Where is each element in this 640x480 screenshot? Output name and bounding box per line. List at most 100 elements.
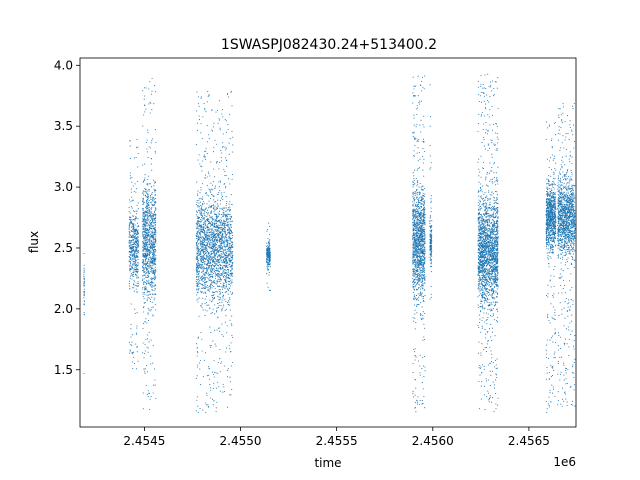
data-point (412, 268, 414, 270)
data-point (206, 277, 208, 279)
data-point (202, 275, 204, 277)
data-point (213, 237, 215, 239)
data-point (230, 261, 232, 263)
data-point (419, 278, 421, 280)
data-point (145, 188, 147, 190)
data-point (207, 229, 209, 231)
data-point (214, 250, 216, 252)
data-point (128, 231, 130, 233)
data-point (152, 314, 154, 316)
data-point (229, 298, 231, 300)
data-point (222, 270, 224, 272)
data-point (148, 392, 151, 394)
data-point (217, 256, 219, 258)
data-point (422, 262, 424, 264)
data-point (196, 194, 199, 196)
data-point (147, 229, 150, 232)
data-point (154, 237, 157, 239)
data-point (201, 264, 203, 266)
data-point (200, 305, 202, 307)
data-point (129, 158, 132, 160)
data-point (208, 229, 210, 231)
data-point (144, 241, 146, 243)
data-point (153, 189, 155, 191)
data-point (203, 209, 205, 211)
data-point (226, 261, 229, 263)
data-point (201, 160, 203, 162)
data-point (205, 264, 207, 266)
data-point (141, 269, 144, 271)
data-point (150, 283, 152, 285)
data-point (155, 255, 157, 257)
data-point (143, 368, 145, 370)
data-point (416, 401, 418, 403)
data-point (267, 259, 269, 261)
data-point (215, 270, 217, 272)
data-point (225, 235, 227, 237)
data-point (149, 285, 151, 287)
data-point (151, 225, 153, 227)
data-point (223, 295, 225, 297)
data-point (134, 258, 136, 260)
data-points (83, 73, 576, 413)
data-point (153, 285, 155, 287)
data-point (143, 302, 145, 304)
data-point (413, 222, 415, 224)
data-point (421, 286, 423, 288)
data-point (220, 224, 222, 226)
data-point (209, 190, 211, 192)
data-point (153, 211, 155, 214)
data-point (136, 210, 138, 212)
data-point (422, 192, 424, 194)
data-point (420, 315, 422, 317)
data-point (143, 223, 145, 226)
data-point (133, 157, 135, 159)
data-point (131, 221, 133, 224)
data-point (147, 215, 149, 217)
data-point (213, 270, 215, 272)
data-point (133, 257, 135, 259)
data-point (225, 315, 227, 317)
data-point (196, 264, 198, 266)
data-point (196, 259, 198, 261)
data-point (197, 251, 199, 253)
data-point (419, 273, 421, 275)
data-point (211, 252, 213, 255)
data-point (266, 230, 268, 232)
data-point (421, 306, 423, 308)
data-point (209, 290, 211, 293)
data-point (422, 199, 424, 201)
data-point (200, 213, 202, 215)
data-point (152, 272, 154, 274)
data-point (216, 161, 218, 163)
data-point (219, 181, 222, 183)
data-point (145, 273, 147, 275)
data-point (424, 274, 426, 276)
data-point (421, 222, 423, 224)
data-point (420, 257, 422, 259)
data-point (212, 243, 214, 245)
data-point (217, 381, 219, 383)
data-point (199, 267, 201, 269)
data-point (198, 282, 200, 284)
data-point (150, 198, 152, 200)
data-point (218, 330, 220, 332)
data-point (147, 209, 149, 211)
data-point (144, 237, 146, 239)
data-point (206, 101, 208, 103)
data-point (224, 231, 226, 233)
data-point (212, 219, 214, 221)
data-point (266, 244, 268, 247)
data-point (414, 296, 416, 298)
data-point (219, 302, 221, 304)
data-point (83, 314, 85, 316)
data-point (413, 197, 415, 199)
data-point (207, 375, 209, 377)
data-point (149, 101, 151, 103)
data-point (203, 214, 206, 216)
data-point (219, 298, 221, 300)
data-point (149, 284, 151, 286)
data-point (418, 252, 420, 254)
data-point (231, 336, 233, 338)
data-point (135, 274, 137, 276)
